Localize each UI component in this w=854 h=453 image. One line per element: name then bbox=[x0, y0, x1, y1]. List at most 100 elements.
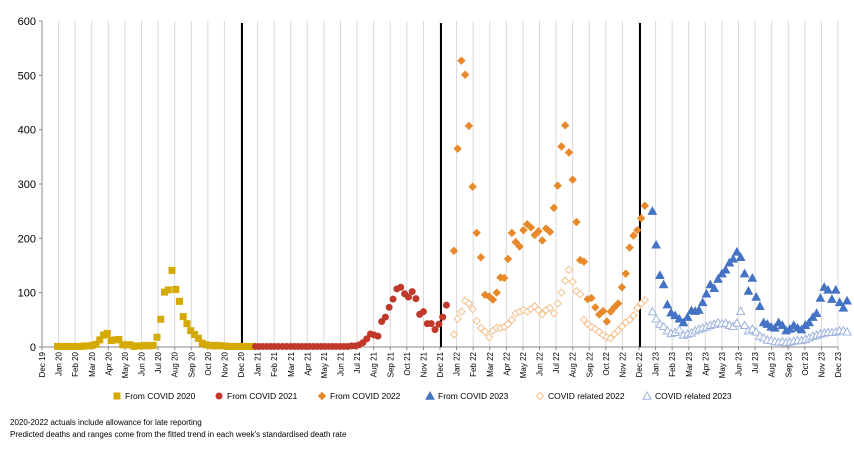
data-point bbox=[374, 332, 382, 340]
x-tick-label: Jan 21 bbox=[254, 351, 263, 376]
x-tick-label: Mar 20 bbox=[88, 351, 97, 376]
data-point bbox=[168, 266, 176, 274]
data-point bbox=[674, 324, 685, 334]
data-point bbox=[191, 331, 199, 339]
data-point bbox=[647, 206, 658, 215]
data-point bbox=[389, 295, 397, 303]
legend-label: From COVID 2020 bbox=[125, 391, 196, 401]
data-point bbox=[499, 273, 509, 283]
x-tick-label: Aug 23 bbox=[768, 351, 777, 377]
data-point bbox=[187, 327, 195, 335]
data-point bbox=[385, 303, 393, 311]
x-tick-label: Jul 21 bbox=[353, 351, 362, 373]
x-tick-label: Mar 21 bbox=[287, 351, 296, 376]
data-point bbox=[747, 272, 758, 282]
data-point bbox=[511, 237, 520, 247]
legend-swatch bbox=[535, 391, 545, 401]
x-tick-label: Sep 21 bbox=[386, 351, 395, 377]
data-point bbox=[709, 283, 720, 293]
x-tick-label: Jan 23 bbox=[652, 351, 661, 376]
data-point bbox=[606, 307, 615, 316]
data-point bbox=[453, 144, 462, 153]
data-point bbox=[457, 307, 466, 316]
y-tick-label: 500 bbox=[18, 70, 36, 82]
data-point bbox=[735, 252, 746, 262]
x-tick-label: Apr 23 bbox=[701, 351, 710, 375]
data-point bbox=[457, 56, 466, 65]
data-point bbox=[617, 283, 627, 292]
data-point bbox=[378, 317, 386, 325]
data-point bbox=[655, 270, 665, 279]
data-point bbox=[153, 333, 161, 341]
data-point bbox=[751, 326, 762, 336]
y-tick-label: 0 bbox=[30, 342, 36, 354]
data-point bbox=[553, 181, 562, 190]
data-point bbox=[526, 223, 536, 232]
x-tick-label: Feb 22 bbox=[469, 351, 478, 376]
data-point bbox=[92, 340, 100, 348]
data-point bbox=[480, 327, 490, 336]
x-tick-label: Sep 20 bbox=[187, 351, 196, 377]
data-point bbox=[468, 182, 477, 191]
data-point bbox=[823, 284, 833, 294]
data-point bbox=[381, 313, 389, 321]
data-point bbox=[633, 225, 642, 235]
data-point bbox=[755, 301, 765, 310]
data-point bbox=[179, 313, 187, 321]
x-tick-label: Feb 23 bbox=[668, 351, 677, 376]
x-tick-label: Aug 20 bbox=[171, 351, 180, 377]
data-point bbox=[408, 288, 416, 296]
data-point bbox=[172, 285, 180, 293]
y-tick-label: 300 bbox=[18, 179, 36, 191]
series-from-covid-2023 bbox=[647, 206, 852, 335]
data-point bbox=[678, 317, 689, 327]
x-tick-label: Nov 22 bbox=[618, 351, 627, 377]
data-point bbox=[670, 310, 680, 320]
data-point bbox=[103, 329, 111, 337]
data-point bbox=[460, 70, 470, 79]
data-point bbox=[534, 227, 543, 236]
legend-swatch bbox=[215, 392, 223, 400]
data-point bbox=[606, 334, 615, 343]
x-tick-label: Oct 23 bbox=[801, 351, 810, 375]
data-point bbox=[476, 323, 486, 333]
data-point bbox=[560, 276, 570, 285]
x-tick-label: Dec 22 bbox=[635, 351, 644, 377]
data-point bbox=[834, 297, 845, 307]
data-point bbox=[492, 288, 501, 297]
data-point bbox=[96, 336, 104, 344]
data-point bbox=[694, 305, 704, 314]
data-point bbox=[633, 303, 642, 313]
x-tick-label: Mar 22 bbox=[486, 351, 495, 376]
data-point bbox=[621, 269, 630, 278]
series-from-covid-2022 bbox=[449, 56, 650, 326]
x-tick-label: May 23 bbox=[718, 351, 727, 378]
data-point bbox=[658, 279, 669, 289]
data-point bbox=[431, 326, 439, 334]
data-point bbox=[728, 253, 739, 263]
x-tick-label: Feb 21 bbox=[270, 351, 279, 376]
x-tick-label: Dec 23 bbox=[834, 351, 843, 377]
x-tick-label: Jul 20 bbox=[154, 351, 163, 373]
data-point bbox=[449, 246, 459, 256]
series-from-covid-2021 bbox=[251, 283, 450, 350]
legend: From COVID 2020 From COVID 2021 From COVID… bbox=[113, 390, 732, 401]
data-point bbox=[564, 148, 574, 157]
x-tick-label: Jan 22 bbox=[453, 351, 462, 376]
legend-label: From COVID 2023 bbox=[438, 391, 509, 401]
x-tick-label: Jun 20 bbox=[138, 351, 147, 376]
data-point bbox=[503, 254, 513, 264]
data-point bbox=[735, 306, 746, 315]
data-point bbox=[363, 335, 371, 343]
data-point bbox=[572, 217, 581, 227]
data-point bbox=[674, 313, 685, 323]
data-point bbox=[579, 315, 589, 325]
x-tick-label: May 21 bbox=[320, 351, 329, 378]
data-point bbox=[751, 291, 762, 301]
data-point bbox=[613, 299, 623, 308]
data-point bbox=[564, 265, 574, 275]
x-tick-label: Oct 22 bbox=[602, 351, 611, 375]
x-tick-label: Oct 20 bbox=[204, 351, 213, 375]
legend-item: From COVID 2020 bbox=[113, 391, 196, 401]
data-point bbox=[472, 316, 481, 326]
